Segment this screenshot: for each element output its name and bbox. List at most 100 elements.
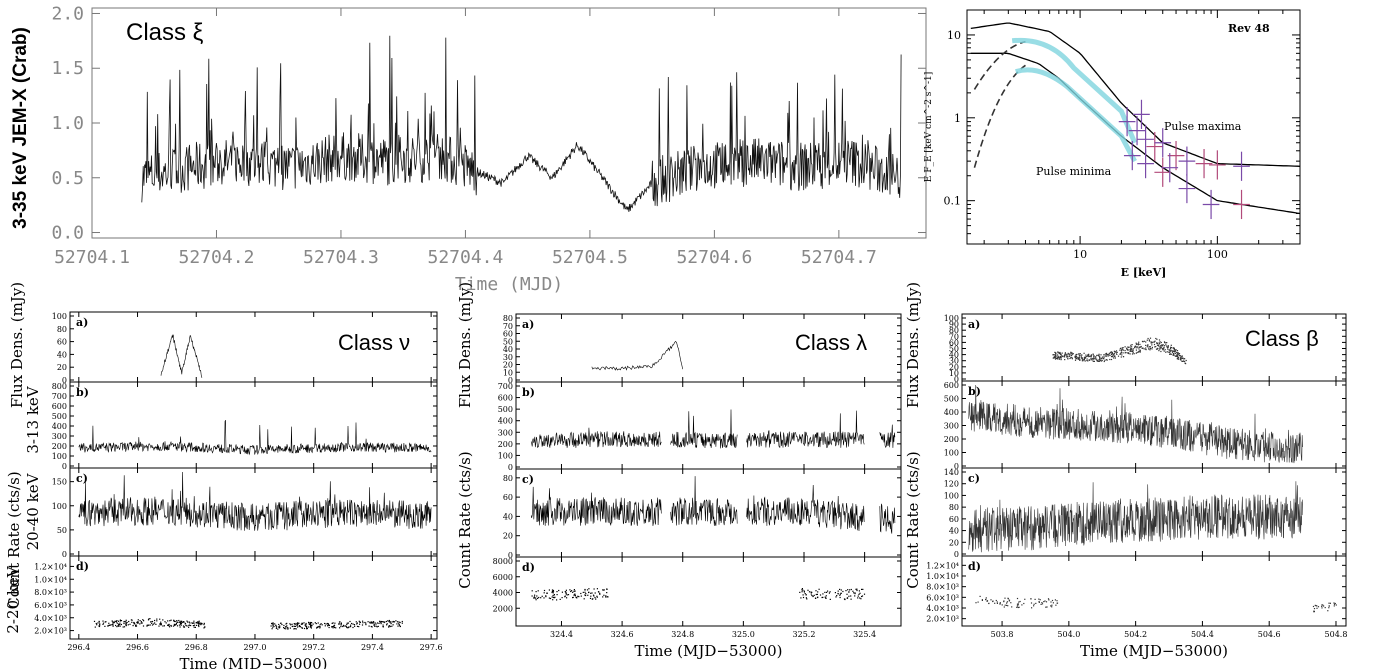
data-point <box>1170 348 1171 349</box>
y-tick-label: 0.5 <box>51 168 84 189</box>
data-point <box>1144 341 1145 342</box>
data-point <box>533 597 534 598</box>
data-point <box>824 592 825 593</box>
y-tick-label: 600 <box>498 394 513 403</box>
y-tick-label: 6000 <box>493 573 513 582</box>
data-point <box>595 592 596 593</box>
y-tick-label: 800 <box>52 382 67 391</box>
data-point <box>1145 341 1146 342</box>
data-point <box>1316 605 1317 606</box>
data-point <box>1061 356 1062 357</box>
data-point <box>112 623 113 624</box>
data-point <box>1099 357 1100 358</box>
data-point <box>339 621 340 622</box>
data-point <box>1060 356 1061 357</box>
data-point <box>285 626 286 627</box>
panel-frame <box>516 469 901 557</box>
data-point <box>1109 355 1110 356</box>
data-point <box>835 596 836 597</box>
data-point <box>553 591 554 592</box>
data-point <box>121 620 122 621</box>
data-point <box>305 626 306 627</box>
series-line <box>969 481 1303 552</box>
data-point <box>1006 605 1007 606</box>
data-point <box>1119 350 1120 351</box>
data-point <box>1111 359 1112 360</box>
data-point <box>1174 351 1175 352</box>
data-point <box>97 622 98 623</box>
y-tick-label: 150 <box>52 478 67 487</box>
series-line <box>969 385 1303 463</box>
data-point <box>1112 352 1113 353</box>
data-point <box>565 596 566 597</box>
data-point <box>1147 340 1148 341</box>
data-point <box>1167 349 1168 350</box>
data-point <box>143 620 144 621</box>
data-point <box>325 625 326 626</box>
data-point <box>143 625 144 626</box>
data-point <box>544 590 545 591</box>
data-point <box>1034 604 1035 605</box>
data-point <box>1135 346 1136 347</box>
data-point <box>310 622 311 623</box>
data-point <box>1127 350 1128 351</box>
y-tick-label: 10 <box>947 29 961 42</box>
data-point <box>856 590 857 591</box>
data-point <box>181 625 182 626</box>
data-point <box>326 623 327 624</box>
data-point <box>1091 358 1092 359</box>
data-point <box>380 622 381 623</box>
data-point <box>281 624 282 625</box>
data-point <box>400 626 401 627</box>
data-point <box>1131 346 1132 347</box>
data-point <box>1130 345 1131 346</box>
data-point <box>112 624 113 625</box>
data-point <box>393 624 394 625</box>
data-point <box>997 601 998 602</box>
y-tick-label: 100 <box>52 312 67 321</box>
data-point <box>553 592 554 593</box>
data-point <box>1156 343 1157 344</box>
data-point <box>1152 347 1153 348</box>
data-point <box>178 620 179 621</box>
data-point <box>847 598 848 599</box>
data-point <box>391 621 392 622</box>
data-point <box>1041 602 1042 603</box>
data-point <box>285 623 286 624</box>
pulse-maxima-label: Pulse maxima <box>1164 120 1242 133</box>
data-point <box>1115 357 1116 358</box>
x-tick-label: 296.4 <box>67 643 90 652</box>
data-point <box>1165 352 1166 353</box>
y-tick-label: 1.5 <box>51 58 84 79</box>
y-tick-label: 120 <box>944 480 959 489</box>
data-point <box>992 601 993 602</box>
data-point <box>1172 352 1173 353</box>
data-point <box>1328 603 1329 604</box>
y-tick-label: 0 <box>508 463 513 472</box>
data-point <box>1177 358 1178 359</box>
data-point <box>400 622 401 623</box>
data-point <box>1043 601 1044 602</box>
pulse-maxima-dashed <box>974 42 1025 90</box>
data-point <box>587 595 588 596</box>
panel-1: 0100200300400500600 b) <box>944 381 1346 471</box>
data-point <box>1004 606 1005 607</box>
data-point <box>1071 357 1072 358</box>
data-point <box>820 594 821 595</box>
data-point <box>373 622 374 623</box>
data-point <box>805 593 806 594</box>
x-tick-label: 52704.1 <box>54 247 130 268</box>
data-point <box>350 625 351 626</box>
data-point <box>333 625 334 626</box>
data-point <box>311 625 312 626</box>
data-point <box>188 627 189 628</box>
y-tick-label: 40 <box>949 527 959 536</box>
data-point <box>590 593 591 594</box>
data-point <box>1163 348 1164 349</box>
data-point <box>839 595 840 596</box>
data-point <box>574 594 575 595</box>
data-point <box>1313 606 1314 607</box>
data-point <box>141 621 142 622</box>
data-point <box>1003 600 1004 601</box>
data-point <box>1150 346 1151 347</box>
